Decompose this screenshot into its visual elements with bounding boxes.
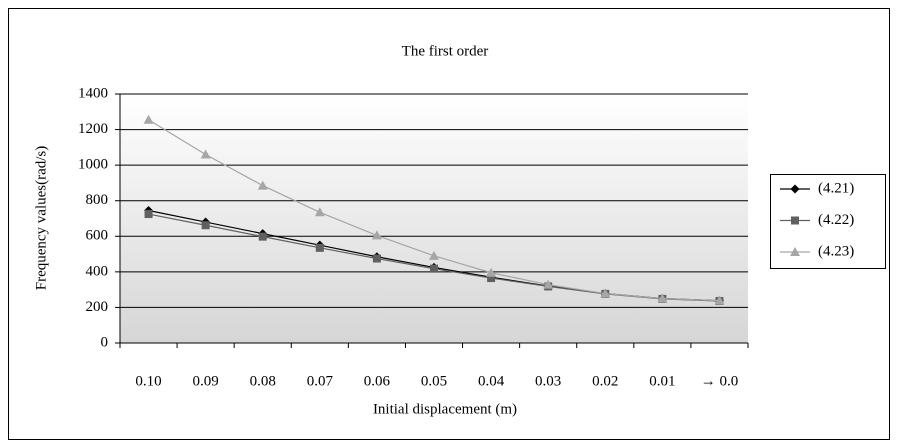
- x-tick-label: 0.07: [307, 373, 334, 389]
- marker: [429, 250, 439, 260]
- x-tick-label: 0.09: [193, 373, 219, 389]
- marker: [258, 232, 267, 241]
- y-tick-label: 1200: [78, 121, 108, 137]
- x-tick-label: 0.01: [649, 373, 675, 389]
- legend-label: (4.21): [818, 180, 854, 196]
- y-tick-label: 1000: [78, 157, 108, 173]
- x-tick-label: 0.08: [250, 373, 276, 389]
- y-tick-label: 1400: [78, 85, 108, 101]
- x-tick-label: 0.03: [535, 373, 561, 389]
- x-tick-label: 0.10: [135, 373, 161, 389]
- legend-label: (4.22): [818, 212, 854, 228]
- marker: [143, 114, 154, 124]
- marker: [371, 230, 382, 240]
- marker: [314, 207, 325, 217]
- marker: [487, 274, 496, 283]
- y-tick-label: 0: [101, 334, 109, 350]
- marker: [790, 247, 800, 256]
- x-tick-label: 0.06: [364, 373, 391, 389]
- legend-label: (4.23): [818, 243, 854, 259]
- chart-title: The first order: [402, 43, 489, 59]
- x-tick-label: 0.05: [421, 373, 447, 389]
- marker: [372, 254, 381, 263]
- marker: [791, 216, 799, 225]
- y-tick-label: 800: [86, 192, 109, 208]
- marker: [144, 210, 153, 219]
- marker: [201, 221, 210, 230]
- y-tick-label: 200: [86, 299, 109, 315]
- legend: [770, 174, 886, 269]
- marker: [714, 295, 725, 305]
- x-axis-label: Initial displacement (m): [373, 401, 517, 417]
- y-axis-label: Frequency values(rad/s): [33, 146, 49, 291]
- x-tick-label: 0.02: [592, 373, 618, 389]
- marker: [257, 180, 268, 190]
- y-tick-label: 600: [86, 228, 109, 244]
- marker: [315, 243, 324, 252]
- marker: [430, 264, 438, 273]
- x-tick-label: → 0.0: [701, 373, 739, 389]
- marker: [657, 293, 668, 303]
- marker: [543, 279, 554, 289]
- x-tick-label: 0.04: [478, 373, 505, 389]
- marker: [200, 149, 211, 159]
- marker: [790, 184, 800, 194]
- plot-area: [120, 94, 748, 343]
- marker: [600, 288, 611, 298]
- y-tick-label: 400: [86, 263, 109, 279]
- marker: [486, 267, 497, 277]
